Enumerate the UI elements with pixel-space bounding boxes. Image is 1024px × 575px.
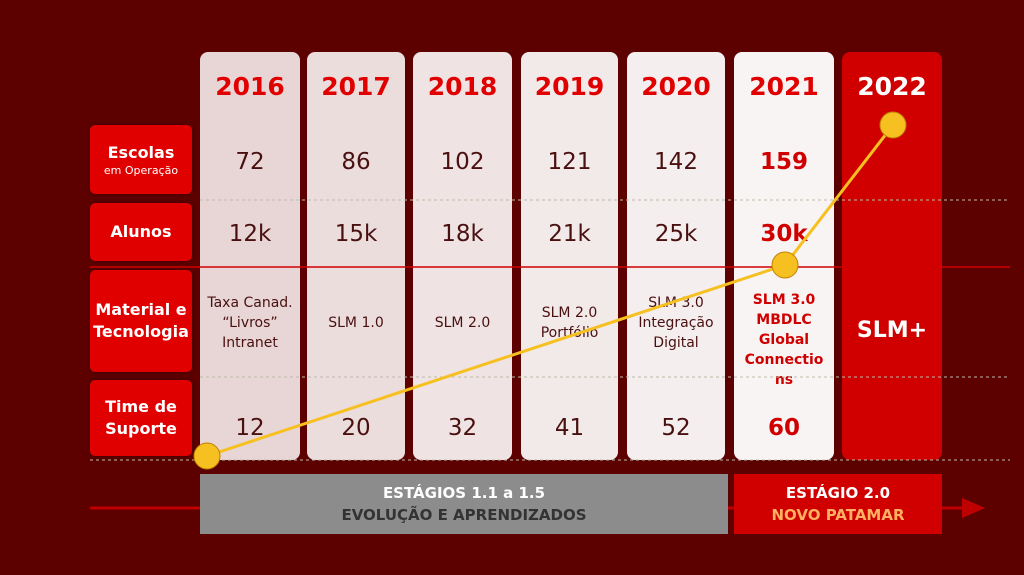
cell: 21k bbox=[521, 203, 618, 265]
cell: 20 bbox=[307, 380, 405, 468]
cell: SLM 1.0 bbox=[307, 270, 405, 376]
cell-line: 25k bbox=[654, 221, 698, 247]
cell-line: 20 bbox=[341, 415, 371, 441]
year-column: 2019 bbox=[521, 52, 618, 460]
row-label: Escolas em Operação bbox=[90, 125, 192, 194]
cell-line: 21k bbox=[548, 221, 591, 247]
cell: 12k bbox=[200, 203, 300, 265]
cell: 159 bbox=[734, 125, 834, 198]
cell-line: MBDLC bbox=[756, 312, 812, 328]
cell-line: 159 bbox=[759, 148, 808, 175]
highlight-text: SLM+ bbox=[856, 317, 928, 343]
row-sublabel: em Operação bbox=[103, 163, 179, 177]
year-label: 2020 bbox=[641, 72, 711, 101]
cell: 32 bbox=[413, 380, 512, 468]
cell: 18k bbox=[413, 203, 512, 265]
cell-line: Taxa Canad. bbox=[207, 295, 293, 311]
cell: 102 bbox=[413, 125, 512, 198]
row-label: Material e Tecnologia bbox=[90, 270, 192, 372]
cell-line: “Livros” bbox=[222, 315, 278, 331]
cell-line: Integração bbox=[638, 315, 714, 331]
row-label-text: Alunos bbox=[110, 222, 172, 241]
cell: 52 bbox=[627, 380, 725, 468]
year-column: 2020 bbox=[627, 52, 725, 460]
cell: 142 bbox=[627, 125, 725, 198]
cell-line: 30k bbox=[760, 221, 808, 247]
year-label: 2016 bbox=[215, 72, 285, 101]
cell-line: SLM 1.0 bbox=[328, 315, 384, 331]
cell-line: SLM 3.0 bbox=[752, 292, 816, 308]
stage-box: ESTÁGIO 2.0 NOVO PATAMAR bbox=[734, 474, 942, 534]
cell-line: Global bbox=[758, 332, 810, 348]
cell-line: 102 bbox=[440, 148, 485, 175]
cell: 12 bbox=[200, 380, 300, 468]
cell-line: 15k bbox=[334, 221, 378, 247]
year-label: 2017 bbox=[321, 72, 391, 101]
cell: SLM 2.0 bbox=[413, 270, 512, 376]
cell-line: 72 bbox=[235, 148, 265, 175]
cell-line: 86 bbox=[341, 148, 371, 175]
cell: 30k bbox=[734, 203, 834, 265]
cell: 41 bbox=[521, 380, 618, 468]
row-label: Time de Suporte bbox=[90, 380, 192, 456]
cell: 25k bbox=[627, 203, 725, 265]
cell-line: 52 bbox=[661, 415, 691, 441]
stage-box: ESTÁGIOS 1.1 a 1.5 EVOLUÇÃO E APRENDIZADO… bbox=[200, 474, 728, 534]
row-label-text: Time de Suporte bbox=[105, 397, 177, 438]
row-label-text: Material e Tecnologia bbox=[93, 300, 189, 341]
cell-line: 142 bbox=[654, 148, 698, 175]
stage-subtitle: EVOLUÇÃO E APRENDIZADOS bbox=[341, 506, 587, 524]
year-label: 2018 bbox=[427, 72, 498, 101]
year-label: 2019 bbox=[534, 72, 605, 101]
cell: 60 bbox=[734, 380, 834, 468]
cell-line: Connectio bbox=[744, 352, 824, 368]
cell-line: 32 bbox=[447, 415, 478, 441]
row-label: Alunos bbox=[90, 203, 192, 261]
cell-line: 18k bbox=[441, 221, 484, 247]
year-label: 2022 bbox=[857, 72, 927, 101]
cell: SLM 2.0 Portfólio bbox=[521, 270, 618, 376]
stage-subtitle: NOVO PATAMAR bbox=[771, 506, 905, 524]
cell-line: Digital bbox=[653, 335, 699, 351]
cell-line: Intranet bbox=[222, 335, 278, 351]
year-label: 2021 bbox=[749, 72, 819, 101]
row-label-text: Escolas bbox=[107, 142, 175, 162]
cell: Taxa Canad. “Livros” Intranet bbox=[200, 270, 300, 376]
stage-title: ESTÁGIOS 1.1 a 1.5 bbox=[382, 484, 546, 502]
cell: 15k bbox=[307, 203, 405, 265]
cell: 121 bbox=[521, 125, 618, 198]
cell: 86 bbox=[307, 125, 405, 198]
cell-line: Portfólio bbox=[540, 325, 599, 341]
cell: SLM 3.0 Integração Digital bbox=[627, 270, 725, 376]
highlight: SLM+ bbox=[842, 280, 942, 380]
year-column: 2018 bbox=[413, 52, 512, 460]
cell-line: SLM 2.0 bbox=[434, 315, 491, 331]
cell: SLM 3.0 MBDLC Global Connectio ns bbox=[734, 290, 834, 400]
cell-line: 12 bbox=[235, 415, 265, 441]
year-column: 2017 bbox=[307, 52, 405, 460]
cell-line: 121 bbox=[547, 148, 592, 175]
cell: 72 bbox=[200, 125, 300, 198]
stage-title: ESTÁGIO 2.0 bbox=[785, 484, 891, 502]
cell-line: SLM 2.0 bbox=[541, 305, 598, 321]
cell-line: 60 bbox=[767, 415, 800, 441]
cell-line: 12k bbox=[228, 221, 272, 247]
year-column: 2016 bbox=[200, 52, 300, 460]
cell-line: 41 bbox=[554, 415, 585, 441]
cell-line: ns bbox=[774, 372, 794, 388]
